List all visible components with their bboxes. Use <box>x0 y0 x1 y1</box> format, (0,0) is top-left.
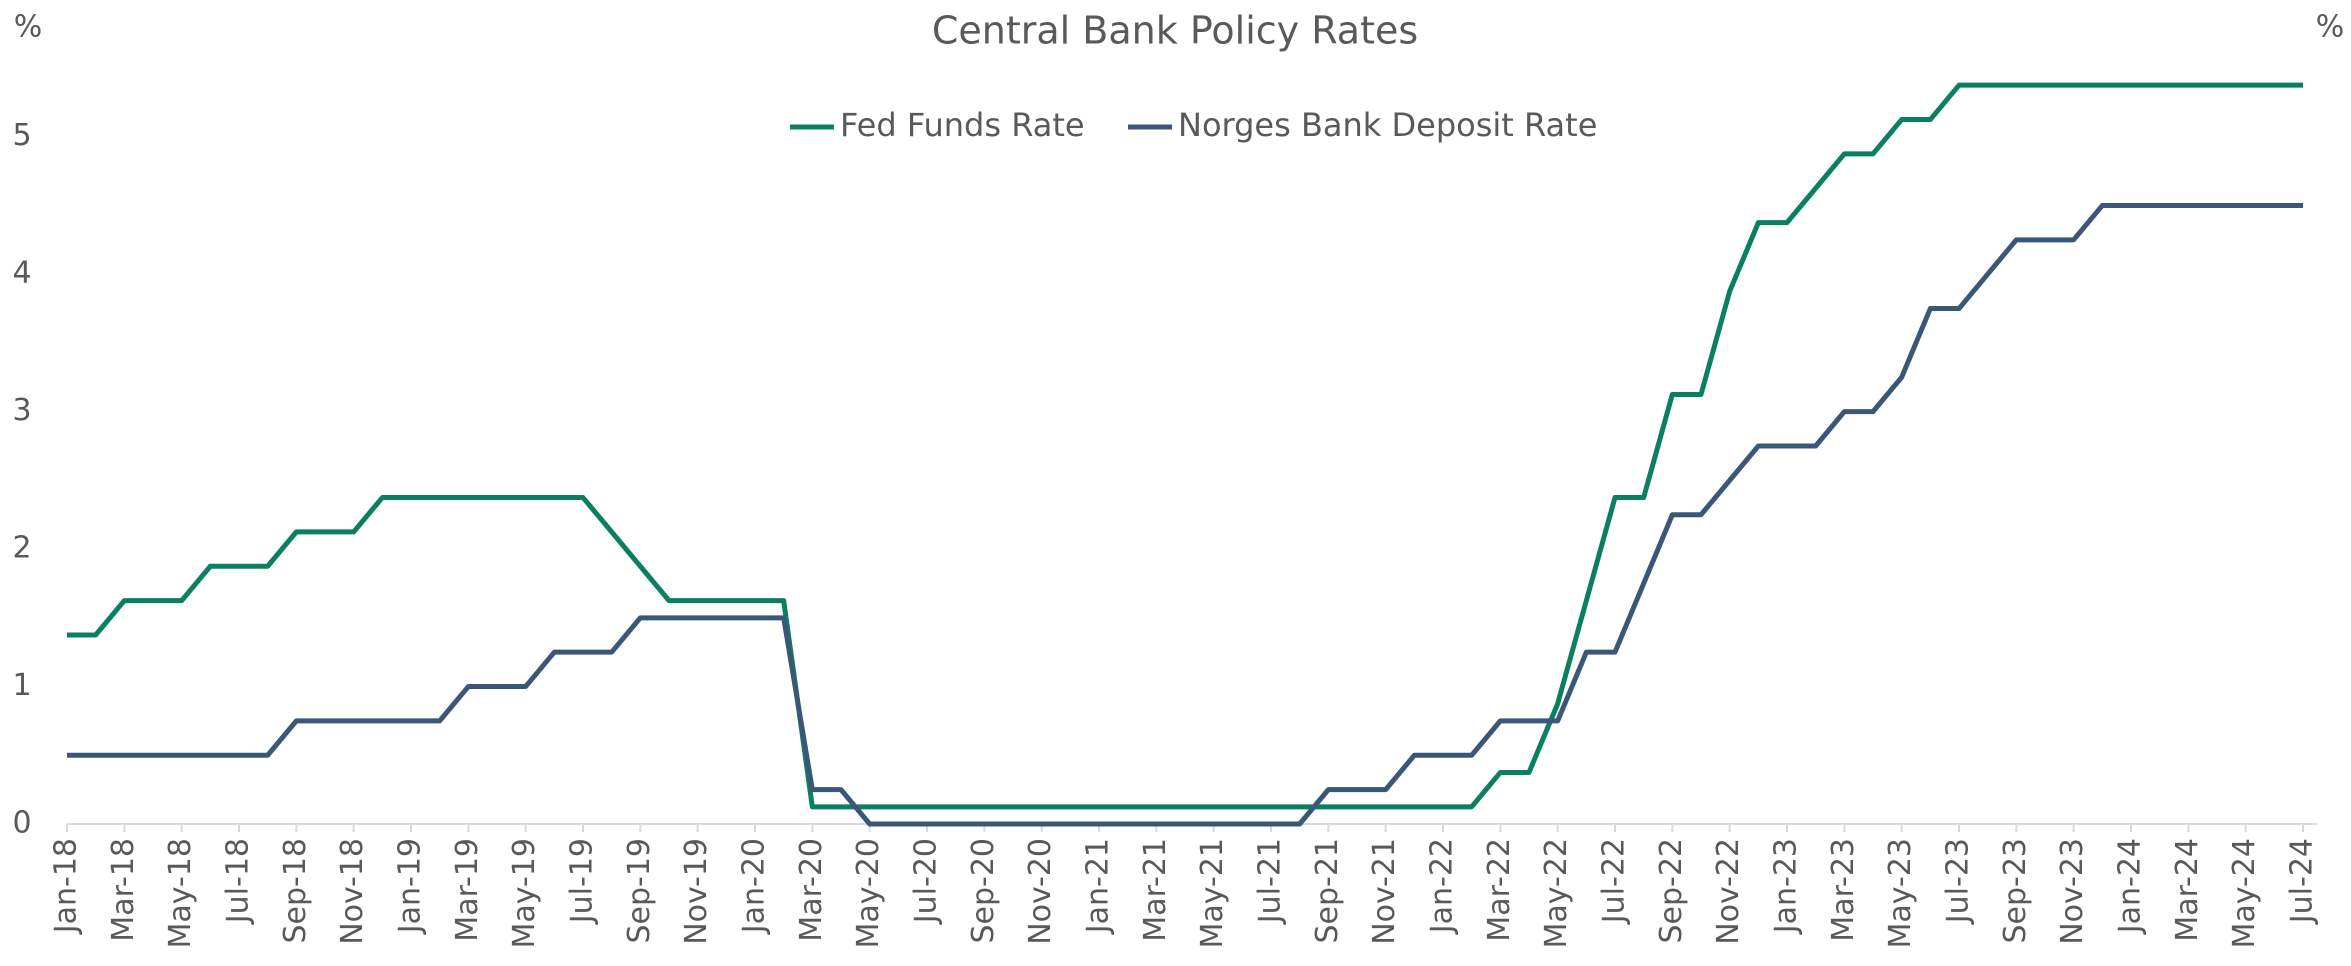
x-tick-label: May-18 <box>163 838 198 949</box>
x-tick-label: Nov-19 <box>679 838 714 945</box>
x-tick-label: Sep-22 <box>1654 838 1689 944</box>
x-tick-label: Jan-23 <box>1769 838 1804 935</box>
x-tick-label: Jul-23 <box>1941 838 1976 925</box>
x-tick-label: May-23 <box>1883 838 1918 949</box>
y2-axis-label: % <box>2316 10 2345 45</box>
x-tick-label: Jul-24 <box>2285 838 2320 925</box>
x-tick-label: May-22 <box>1539 838 1574 949</box>
y-tick-label: 2 <box>12 531 31 566</box>
x-tick-label: Mar-19 <box>450 838 485 942</box>
x-tick-label: Sep-19 <box>622 838 657 944</box>
y-tick-label: 5 <box>12 118 31 153</box>
x-tick-label: May-20 <box>851 838 886 949</box>
x-tick-label: May-21 <box>1195 838 1230 949</box>
x-tick-label: May-24 <box>2227 838 2262 949</box>
x-tick-label: Nov-22 <box>1711 838 1746 945</box>
x-tick-label: Sep-21 <box>1310 838 1345 944</box>
x-tick-label: Mar-22 <box>1482 838 1517 942</box>
y-tick-label: 0 <box>12 806 31 841</box>
y-tick-label: 4 <box>12 256 31 291</box>
x-tick-label: Jul-20 <box>909 838 944 925</box>
x-tick-label: Jan-19 <box>393 838 428 935</box>
chart-title: Central Bank Policy Rates <box>932 9 1418 53</box>
y-tick-label: 3 <box>12 393 31 428</box>
x-tick-label: Jul-22 <box>1597 838 1632 925</box>
legend-label: Fed Funds Rate <box>840 106 1085 144</box>
x-tick-label: Jul-18 <box>221 838 256 925</box>
x-tick-label: Sep-20 <box>966 838 1001 944</box>
x-tick-label: Nov-20 <box>1023 838 1058 945</box>
x-tick-label: Sep-23 <box>1998 838 2033 944</box>
x-tick-label: Jan-20 <box>737 838 772 935</box>
x-tick-label: Sep-18 <box>278 838 313 944</box>
x-tick-label: Nov-21 <box>1367 838 1402 945</box>
x-tick-label: Jan-22 <box>1425 838 1460 935</box>
line-series <box>67 82 2303 810</box>
legend-label: Norges Bank Deposit Rate <box>1178 106 1597 144</box>
x-tick-label: Mar-21 <box>1138 838 1173 942</box>
x-tick-label: May-19 <box>507 838 542 949</box>
x-tick-label: Jan-21 <box>1081 838 1116 935</box>
x-tick-label: Mar-23 <box>1826 838 1861 942</box>
x-tick-label: Mar-24 <box>2170 838 2205 942</box>
x-tick-label: Jan-18 <box>49 838 84 935</box>
x-tick-label: Nov-18 <box>335 838 370 945</box>
x-tick-label: Nov-23 <box>2055 838 2090 945</box>
x-tick-label: Jul-19 <box>565 838 600 925</box>
x-tick-label: Mar-18 <box>106 838 141 942</box>
x-tick-label: Jul-21 <box>1253 838 1288 925</box>
line-series <box>67 202 2303 827</box>
y-tick-label: 1 <box>12 668 31 703</box>
y-axis-label: % <box>14 10 43 45</box>
x-tick-label: Mar-20 <box>794 838 829 942</box>
x-tick-label: Jan-24 <box>2113 838 2148 935</box>
